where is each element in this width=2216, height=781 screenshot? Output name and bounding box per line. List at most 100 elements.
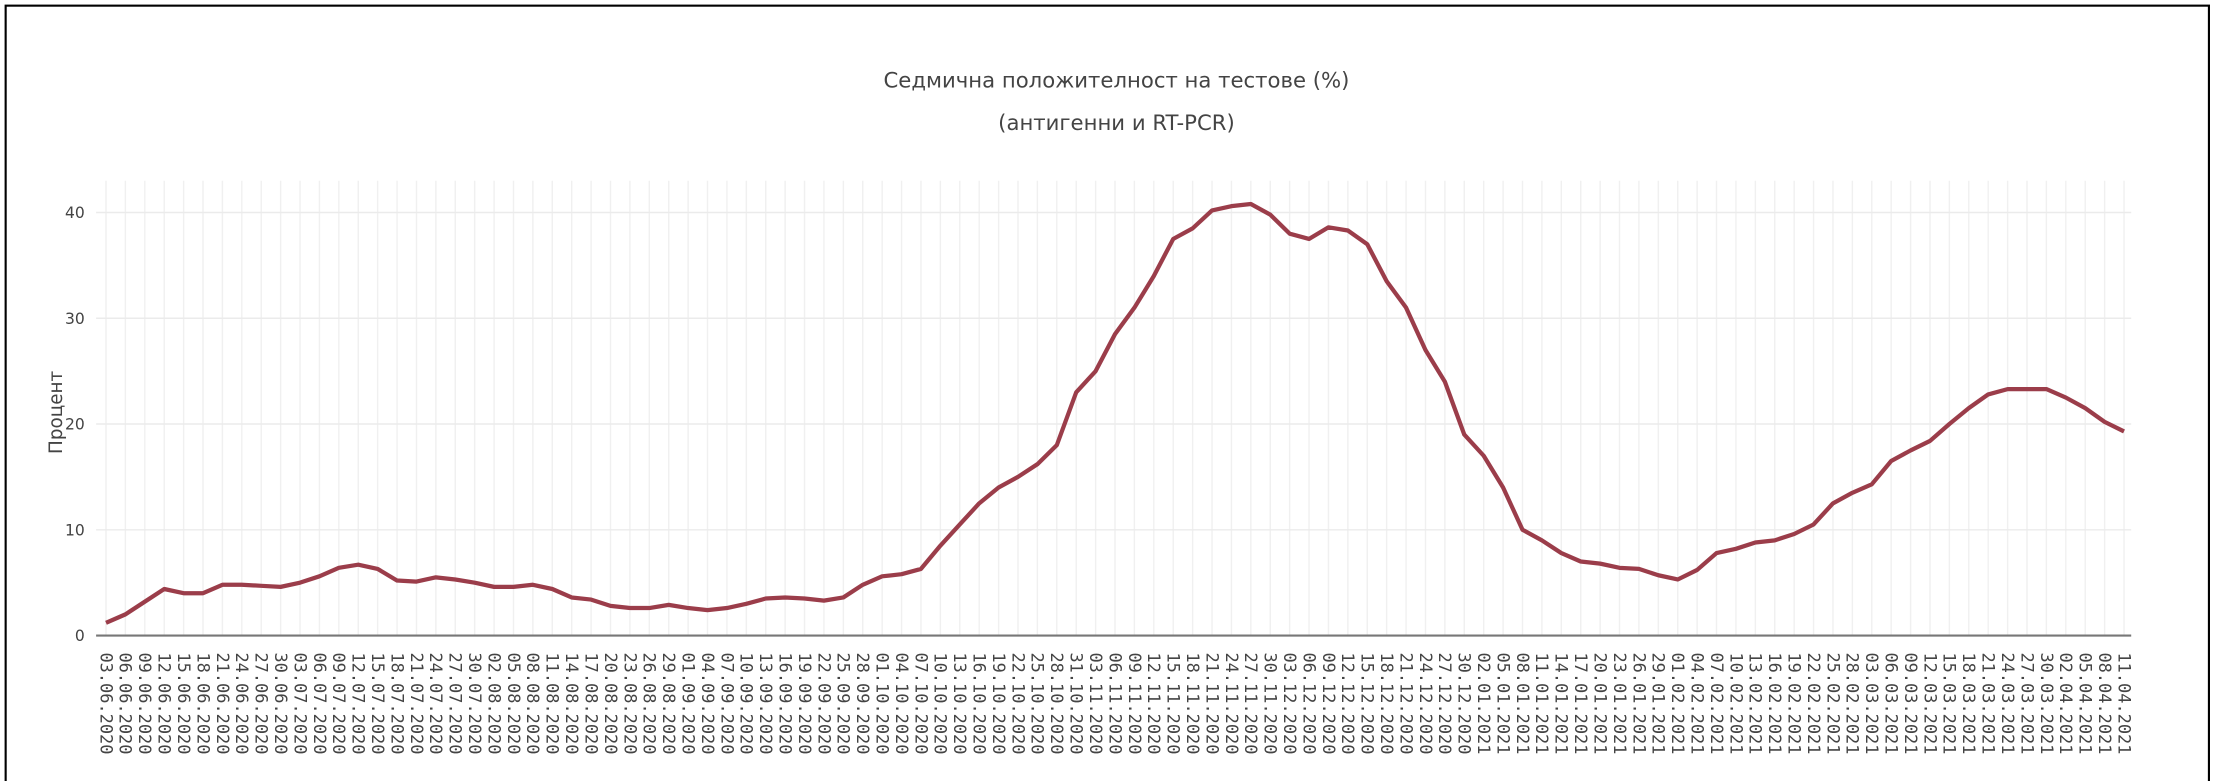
x-tick-label: 27.07.2020 xyxy=(446,652,466,754)
x-tick-label: 05.01.2021 xyxy=(1493,652,1513,754)
x-tick-label: 06.06.2020 xyxy=(116,652,136,754)
x-tick-label: 21.11.2020 xyxy=(1202,652,1222,754)
x-tick-label: 02.04.2021 xyxy=(2056,652,2076,754)
y-tick-label: 20 xyxy=(65,416,85,434)
x-tick-label: 06.07.2020 xyxy=(310,652,330,754)
x-tick-label: 13.02.2021 xyxy=(1746,652,1766,754)
x-tick-label: 08.04.2021 xyxy=(2095,652,2115,754)
x-tick-label: 18.11.2020 xyxy=(1183,652,1203,754)
x-tick-label: 21.06.2020 xyxy=(213,652,233,754)
x-tick-label: 22.09.2020 xyxy=(814,652,834,754)
x-tick-label: 22.02.2021 xyxy=(1804,652,1824,754)
x-tick-label: 03.12.2020 xyxy=(1280,652,1300,754)
x-tick-label: 11.04.2021 xyxy=(2114,652,2134,754)
x-tick-label: 26.01.2021 xyxy=(1629,652,1649,754)
x-tick-label: 09.07.2020 xyxy=(329,652,349,754)
x-tick-label: 11.08.2020 xyxy=(543,652,563,754)
x-tick-label: 23.08.2020 xyxy=(620,652,640,754)
x-tick-label: 15.06.2020 xyxy=(174,652,194,754)
x-tick-label: 20.08.2020 xyxy=(601,652,621,754)
x-tick-label: 30.03.2021 xyxy=(2037,652,2057,754)
x-tick-label: 21.07.2020 xyxy=(407,652,427,754)
x-tick-label: 13.10.2020 xyxy=(950,652,970,754)
x-tick-label: 10.02.2021 xyxy=(1726,652,1746,754)
x-tick-label: 12.03.2021 xyxy=(1920,652,1940,754)
x-tick-label: 12.11.2020 xyxy=(1144,652,1164,754)
x-tick-label: 06.03.2021 xyxy=(1882,652,1902,754)
x-tick-label: 18.06.2020 xyxy=(193,652,213,754)
x-tick-label: 18.07.2020 xyxy=(387,652,407,754)
x-tick-label: 12.07.2020 xyxy=(349,652,369,754)
x-tick-label: 06.12.2020 xyxy=(1299,652,1319,754)
x-tick-label: 22.10.2020 xyxy=(1008,652,1028,754)
x-tick-label: 04.09.2020 xyxy=(698,652,718,754)
x-tick-label: 24.07.2020 xyxy=(426,652,446,754)
x-tick-label: 20.01.2021 xyxy=(1590,652,1610,754)
x-tick-label: 30.06.2020 xyxy=(271,652,291,754)
x-tick-label: 18.03.2021 xyxy=(1959,652,1979,754)
x-tick-label: 29.08.2020 xyxy=(659,652,679,754)
x-tick-label: 21.03.2021 xyxy=(1979,652,1999,754)
x-tick-label: 09.12.2020 xyxy=(1319,652,1339,754)
x-tick-label: 24.03.2021 xyxy=(1998,652,2018,754)
x-tick-label: 23.01.2021 xyxy=(1610,652,1630,754)
x-tick-label: 01.09.2020 xyxy=(678,652,698,754)
x-tick-label: 12.12.2020 xyxy=(1338,652,1358,754)
x-tick-label: 30.12.2020 xyxy=(1455,652,1475,754)
x-tick-label: 06.11.2020 xyxy=(1105,652,1125,754)
x-tick-label: 28.02.2021 xyxy=(1843,652,1863,754)
x-tick-label: 31.10.2020 xyxy=(1067,652,1087,754)
x-tick-label: 14.01.2021 xyxy=(1552,652,1572,754)
x-tick-label: 15.11.2020 xyxy=(1164,652,1184,754)
x-tick-label: 29.01.2021 xyxy=(1649,652,1669,754)
x-tick-label: 01.10.2020 xyxy=(873,652,893,754)
x-tick-label: 05.04.2021 xyxy=(2076,652,2096,754)
x-tick-label: 08.01.2021 xyxy=(1513,652,1533,754)
x-tick-label: 19.09.2020 xyxy=(795,652,815,754)
x-tick-label: 12.06.2020 xyxy=(155,652,175,754)
x-tick-label: 26.08.2020 xyxy=(640,652,660,754)
x-tick-label: 07.02.2021 xyxy=(1707,652,1727,754)
x-tick-label: 24.11.2020 xyxy=(1222,652,1242,754)
y-tick-label: 30 xyxy=(65,310,85,328)
x-tick-label: 01.02.2021 xyxy=(1668,652,1688,754)
x-tick-label: 24.06.2020 xyxy=(232,652,252,754)
y-axis-label: Процент xyxy=(46,371,67,454)
x-tick-label: 05.08.2020 xyxy=(504,652,524,754)
chart-title: Седмична положителност на тестове (%) xyxy=(884,68,1350,93)
x-tick-label: 04.02.2021 xyxy=(1687,652,1707,754)
x-tick-label: 15.07.2020 xyxy=(368,652,388,754)
chart-subtitle: (антигенни и RT-PCR) xyxy=(998,110,1235,135)
data-line xyxy=(105,201,2125,625)
x-tick-label: 25.10.2020 xyxy=(1028,652,1048,754)
x-tick-label: 18.12.2020 xyxy=(1377,652,1397,754)
x-tick-label: 30.07.2020 xyxy=(465,652,485,754)
x-tick-label: 03.11.2020 xyxy=(1086,652,1106,754)
x-tick-label: 19.10.2020 xyxy=(989,652,1009,754)
x-tick-label: 27.11.2020 xyxy=(1241,652,1261,754)
x-tick-label: 09.06.2020 xyxy=(135,652,155,754)
x-tick-label: 25.02.2021 xyxy=(1823,652,1843,754)
x-tick-label: 16.02.2021 xyxy=(1765,652,1785,754)
x-tick-label: 02.01.2021 xyxy=(1474,652,1494,754)
x-tick-label: 27.06.2020 xyxy=(252,652,272,754)
x-tick-label: 15.03.2021 xyxy=(1940,652,1960,754)
x-tick-label: 16.10.2020 xyxy=(970,652,990,754)
x-tick-label: 08.08.2020 xyxy=(523,652,543,754)
x-tick-label: 24.12.2020 xyxy=(1416,652,1436,754)
x-tick-label: 15.12.2020 xyxy=(1358,652,1378,754)
x-tick-label: 25.09.2020 xyxy=(834,652,854,754)
x-tick-label: 21.12.2020 xyxy=(1396,652,1416,754)
x-tick-label: 16.09.2020 xyxy=(775,652,795,754)
frame xyxy=(4,4,2210,781)
x-tick-label: 19.02.2021 xyxy=(1785,652,1805,754)
x-tick-label: 02.08.2020 xyxy=(484,652,504,754)
x-tick-label: 07.10.2020 xyxy=(911,652,931,754)
x-tick-label: 07.09.2020 xyxy=(717,652,737,754)
x-tick-label: 27.03.2021 xyxy=(2017,652,2037,754)
x-tick-label: 27.12.2020 xyxy=(1435,652,1455,754)
x-tick-label: 10.10.2020 xyxy=(931,652,951,754)
x-tick-label: 10.09.2020 xyxy=(737,652,757,754)
y-tick-label: 0 xyxy=(75,627,85,645)
